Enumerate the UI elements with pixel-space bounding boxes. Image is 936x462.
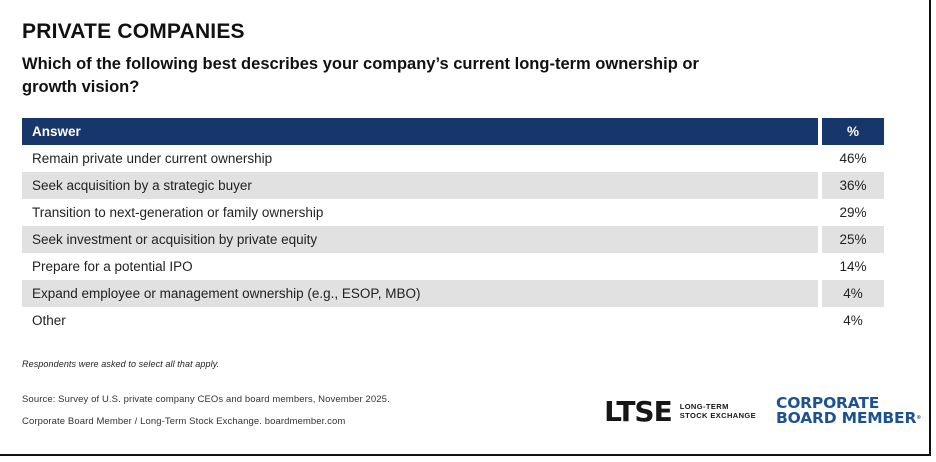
survey-question-line-2: growth vision? [22, 78, 140, 96]
percent-cell: 46% [822, 145, 884, 172]
table-row: Transition to next-generation or family … [22, 199, 884, 226]
card-border-bottom [0, 454, 931, 456]
ltse-logo: LTSE LONG-TERM STOCK EXCHANGE [604, 395, 756, 428]
percent-cell: 36% [822, 172, 884, 199]
page-title: PRIVATE COMPANIES [22, 20, 245, 43]
source-attribution: Source: Survey of U.S. private company C… [22, 389, 390, 433]
answer-cell: Expand employee or management ownership … [22, 280, 818, 307]
answer-cell: Prepare for a potential IPO [22, 253, 818, 280]
cbm-logo-line-2-text: BOARD MEMBER [776, 409, 917, 427]
cbm-logo-line-2: BOARD MEMBER® [776, 409, 921, 427]
percent-cell: 29% [822, 199, 884, 226]
survey-question: Which of the following best describes yo… [22, 53, 902, 99]
bottom-bar: Source: Survey of U.S. private company C… [22, 389, 921, 433]
logo-group: LTSE LONG-TERM STOCK EXCHANGE CORPORATE … [604, 395, 921, 428]
ltse-tagline: LONG-TERM STOCK EXCHANGE [680, 402, 756, 420]
percent-cell: 4% [822, 280, 884, 307]
header-cell-answer: Answer [22, 118, 818, 145]
header-cell-percent: % [822, 118, 884, 145]
source-line-2: Corporate Board Member / Long-Term Stock… [22, 416, 346, 427]
table-row: Seek acquisition by a strategic buyer 36… [22, 172, 884, 199]
corporate-board-member-logo: CORPORATE BOARD MEMBER® [776, 394, 921, 427]
survey-results-table: Answer % Remain private under current ow… [22, 118, 884, 334]
answer-cell: Seek investment or acquisition by privat… [22, 226, 818, 253]
percent-cell: 25% [822, 226, 884, 253]
table-header-row: Answer % [22, 118, 884, 145]
answer-cell: Transition to next-generation or family … [22, 199, 818, 226]
table-row: Prepare for a potential IPO 14% [22, 253, 884, 280]
card-content: PRIVATE COMPANIES Which of the following… [22, 20, 921, 433]
cbm-trademark-mark: ® [916, 415, 921, 421]
table-row: Expand employee or management ownership … [22, 280, 884, 307]
table-row: Other 4% [22, 307, 884, 334]
table-row: Seek investment or acquisition by privat… [22, 226, 884, 253]
ltse-tagline-line-1: LONG-TERM [679, 402, 729, 411]
percent-cell: 14% [822, 253, 884, 280]
answer-cell: Other [22, 307, 818, 334]
ltse-tagline-line-2: STOCK EXCHANGE [679, 411, 757, 420]
survey-question-line-1: Which of the following best describes yo… [22, 55, 699, 73]
methodology-footnote: Respondents were asked to select all tha… [22, 359, 220, 369]
card-border-right [929, 0, 931, 456]
percent-cell: 4% [822, 307, 884, 334]
answer-cell: Seek acquisition by a strategic buyer [22, 172, 818, 199]
source-line-1: Source: Survey of U.S. private company C… [22, 394, 390, 405]
answer-cell: Remain private under current ownership [22, 145, 818, 172]
ltse-wordmark: LTSE [604, 394, 673, 428]
table-row: Remain private under current ownership 4… [22, 145, 884, 172]
cbm-logo-line-1: CORPORATE [776, 394, 880, 412]
